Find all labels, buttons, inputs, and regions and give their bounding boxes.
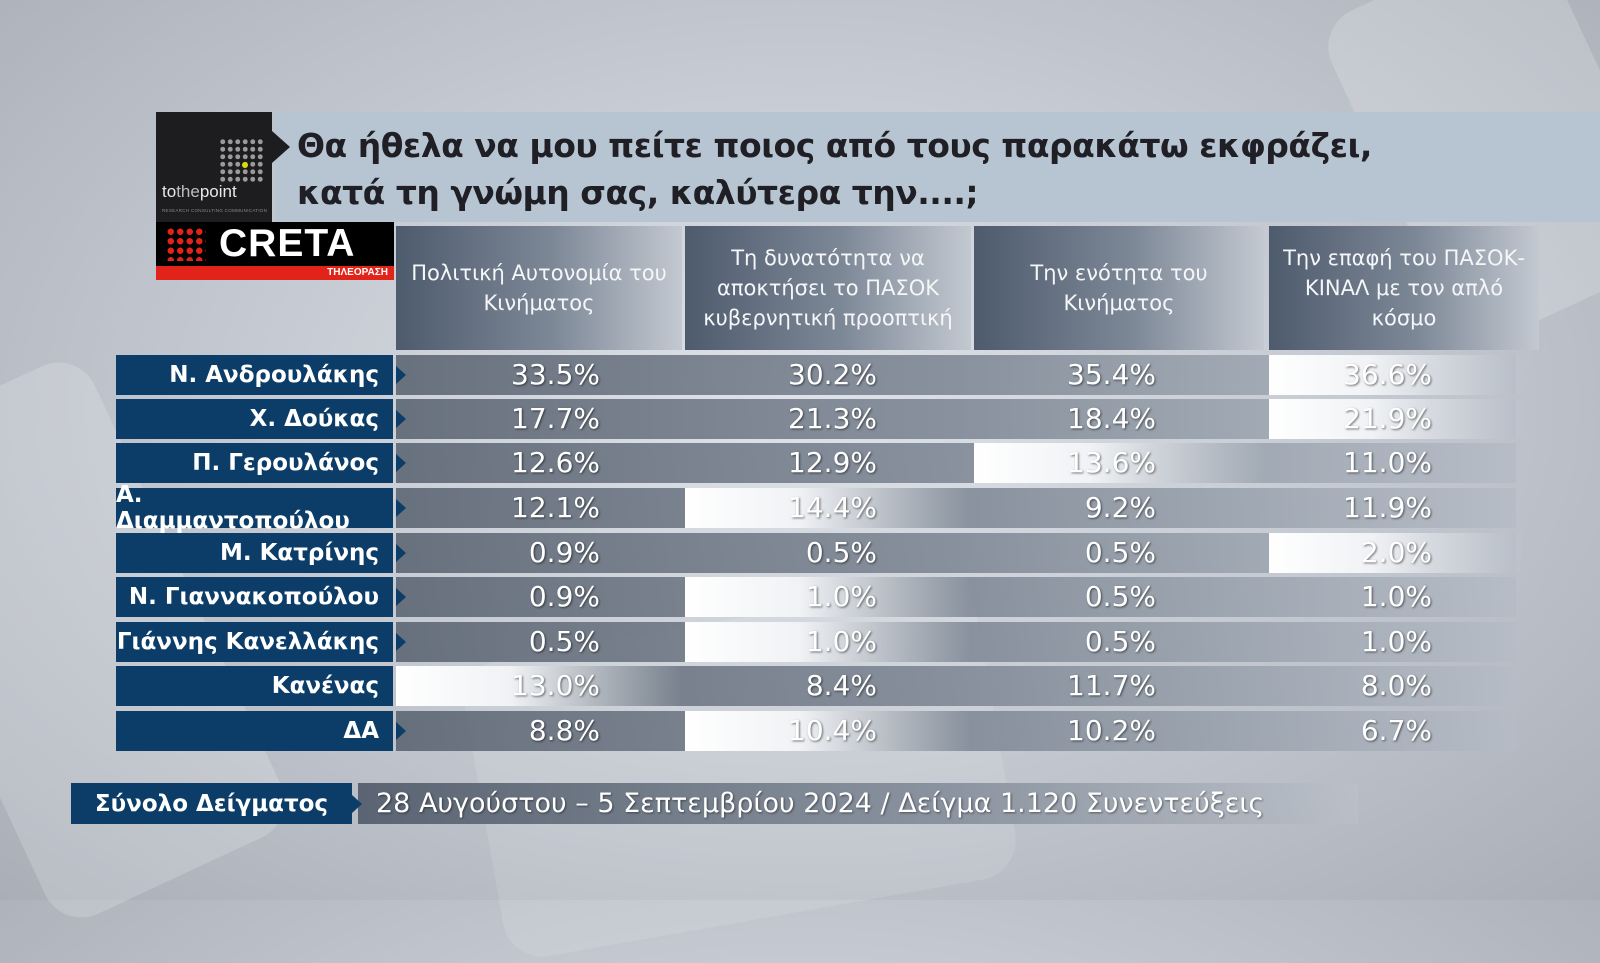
value-cell: 2.0% [1360, 536, 1432, 569]
row-label: Π. Γερουλάνος [116, 443, 393, 483]
row-label: ΔΑ [116, 711, 393, 751]
value-cell: 1.0% [805, 625, 877, 658]
value-cell: 6.7% [1360, 714, 1432, 747]
row-arrow-icon [396, 588, 406, 606]
value-cell: 0.5% [1084, 580, 1156, 613]
row-arrow-icon [396, 722, 406, 740]
value-cell: 21.3% [788, 402, 877, 435]
creta-subtitle: ΤΗΛΕΟΡΑΣΗ [327, 267, 388, 278]
question-bar [275, 112, 1600, 222]
sample-label: Σύνολο Δείγματος [71, 783, 352, 824]
value-cell: 35.4% [1067, 358, 1156, 391]
row-label: Ν. Γιαννακοπούλου [116, 577, 393, 617]
value-cell: 12.6% [511, 446, 600, 479]
logo-arrow-icon [272, 131, 290, 163]
row-arrow-icon [396, 633, 406, 651]
value-cell: 0.5% [528, 625, 600, 658]
creta-wordmark: CRETA [219, 222, 356, 265]
creta-red-strip [156, 266, 394, 280]
highlight-cell [685, 622, 971, 662]
value-cell: 33.5% [511, 358, 600, 391]
value-cell: 21.9% [1343, 402, 1432, 435]
row-arrow-icon [396, 410, 406, 428]
value-cell: 11.0% [1343, 446, 1432, 479]
highlight-cell [396, 666, 682, 706]
value-cell: 17.7% [511, 402, 600, 435]
value-cell: 12.1% [511, 491, 600, 524]
column-header-autonomy: Πολιτική Αυτονομία του Κινήματος [396, 226, 682, 350]
row-arrow-icon [396, 454, 406, 472]
sample-info: 28 Αυγούστου – 5 Σεπτεμβρίου 2024 / Δείγ… [376, 788, 1265, 819]
value-cell: 36.6% [1343, 358, 1432, 391]
value-cell: 1.0% [1360, 625, 1432, 658]
highlight-cell [685, 577, 971, 617]
row-label: Χ. Δούκας [116, 399, 393, 439]
creta-dots-icon [166, 227, 206, 261]
dot-grid-icon [219, 138, 265, 184]
row-label: Γιάννης Κανελλάκης [116, 622, 393, 662]
highlight-cell [1269, 355, 1524, 395]
highlight-cell [1269, 399, 1524, 439]
value-cell: 8.0% [1360, 669, 1432, 702]
column-header-governing-prospect: Τη δυνατότητα να αποκτήσει το ΠΑΣΟΚ κυβε… [685, 226, 971, 350]
value-cell: 0.9% [528, 536, 600, 569]
question-line-2: κατά τη γνώμη σας, καλύτερα την....; [297, 173, 979, 212]
value-cell: 13.6% [1067, 446, 1156, 479]
value-cell: 8.4% [805, 669, 877, 702]
tothepoint-tagline: RESEARCH CONSULTING COMMUNICATION [162, 208, 268, 213]
highlight-cell [685, 488, 971, 528]
value-cell: 11.9% [1343, 491, 1432, 524]
value-cell: 11.7% [1067, 669, 1156, 702]
value-cell: 12.9% [788, 446, 877, 479]
value-cell: 0.5% [1084, 536, 1156, 569]
footer-arrow-icon [352, 795, 362, 813]
value-cell: 30.2% [788, 358, 877, 391]
row-arrow-icon [396, 366, 406, 384]
row-arrow-icon [396, 544, 406, 562]
value-cell: 13.0% [511, 669, 600, 702]
row-label: Ν. Ανδρουλάκης [116, 355, 393, 395]
tothepoint-wordmark: tothepoint [162, 182, 237, 201]
value-cell: 0.9% [528, 580, 600, 613]
value-cell: 1.0% [805, 580, 877, 613]
creta-logo: CRETA ΤΗΛΕΟΡΑΣΗ [156, 222, 394, 280]
highlight-cell [1269, 533, 1524, 573]
row-band [396, 443, 1516, 483]
value-cell: 14.4% [788, 491, 877, 524]
accent-dot-icon [242, 162, 248, 168]
value-cell: 9.2% [1084, 491, 1156, 524]
highlight-cell [685, 711, 971, 751]
footer-band [358, 783, 1358, 824]
row-label: Μ. Κατρίνης [116, 533, 393, 573]
value-cell: 1.0% [1360, 580, 1432, 613]
tothepoint-logo: tothepoint RESEARCH CONSULTING COMMUNICA… [156, 112, 272, 222]
question-title: Θα ήθελα να μου πείτε ποιος από τους παρ… [297, 122, 1577, 216]
value-cell: 0.5% [805, 536, 877, 569]
row-label: Α. Διαμμαντοπούλου [116, 482, 393, 534]
value-cell: 18.4% [1067, 402, 1156, 435]
value-cell: 10.2% [1067, 714, 1156, 747]
value-cell: 10.4% [788, 714, 877, 747]
highlight-cell [974, 443, 1266, 483]
row-label: Κανένας [116, 666, 393, 706]
question-line-1: Θα ήθελα να μου πείτε ποιος από τους παρ… [297, 126, 1372, 165]
value-cell: 0.5% [1084, 625, 1156, 658]
row-arrow-icon [396, 499, 406, 517]
value-cell: 8.8% [528, 714, 600, 747]
column-header-unity: Την ενότητα του Κινήματος [974, 226, 1264, 350]
column-header-contact-with-people: Την επαφή του ΠΑΣΟΚ-ΚΙΝΑΛ με τον απλό κό… [1269, 226, 1539, 350]
